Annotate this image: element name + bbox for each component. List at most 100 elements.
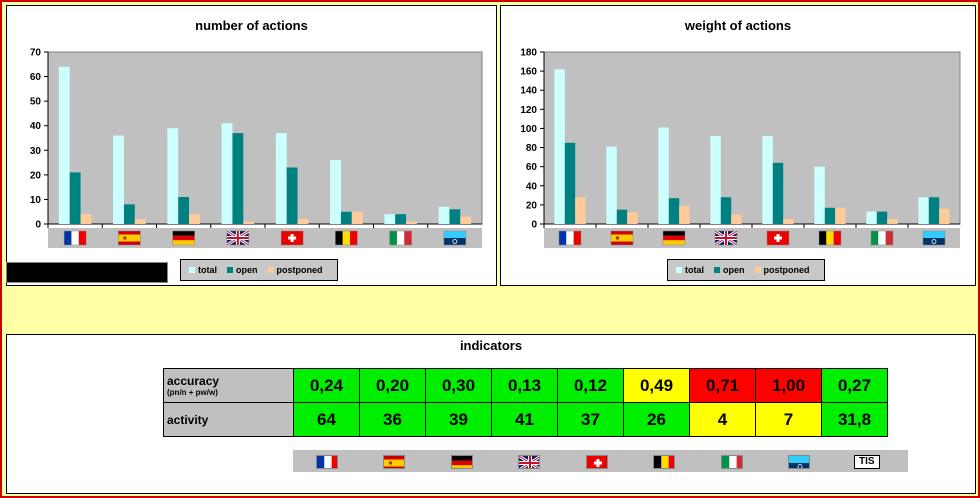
bar-postponed-7 xyxy=(939,208,950,224)
bar-total-3 xyxy=(710,136,721,224)
bar-postponed-4 xyxy=(783,219,794,224)
bar-open-1 xyxy=(123,204,135,224)
bar-open-6 xyxy=(876,211,888,224)
bar-postponed-6 xyxy=(406,221,417,224)
activity-value: 64 xyxy=(293,402,360,437)
eu-flag-icon xyxy=(443,230,467,246)
belgium-flag-icon xyxy=(335,230,358,246)
italy-flag-icon xyxy=(389,230,412,246)
activity-label-cell: activity xyxy=(163,402,294,437)
bar-total-1 xyxy=(606,146,617,224)
bar-open-6 xyxy=(395,214,407,224)
bar-total-5 xyxy=(814,166,825,224)
bar-postponed-3 xyxy=(243,221,255,224)
france-flag-icon xyxy=(315,455,338,469)
bar-open-5 xyxy=(340,211,352,224)
bar-postponed-1 xyxy=(134,219,146,224)
indicators-title: indicators xyxy=(459,338,523,353)
france-flag-icon xyxy=(558,230,582,246)
switzerland-flag-icon xyxy=(766,230,790,246)
number-of-actions-chart: 0 10 20 30 40 50 60 70 xyxy=(30,48,483,248)
accuracy-row: accuracy (pn/n + pw/w) 0,24 0,20 0,30 0,13 0,… xyxy=(163,368,888,403)
belgium-flag-icon xyxy=(653,455,676,469)
accuracy-value: 0,27 xyxy=(821,368,888,403)
bar-postponed-0 xyxy=(575,197,586,224)
uk-flag-icon xyxy=(714,229,738,247)
bar-total-2 xyxy=(658,127,669,224)
y-tick-label: 60 xyxy=(30,72,42,83)
y-tick-label: 40 xyxy=(526,181,538,192)
bar-total-6 xyxy=(866,211,877,224)
activity-value: 26 xyxy=(623,402,690,437)
y-tick-label: 20 xyxy=(526,200,538,211)
france-flag-icon xyxy=(63,230,87,246)
belgium-flag-icon xyxy=(818,230,842,246)
y-tick-label: 0 xyxy=(531,220,537,231)
bar-postponed-0 xyxy=(80,214,92,224)
y-tick-label: 140 xyxy=(520,86,537,97)
switzerland-flag-icon xyxy=(585,455,608,469)
chart-panel-number-of-actions: number of actions 0 10 20 30 40 50 60 70 total … xyxy=(6,5,497,286)
bar-total-7 xyxy=(918,197,929,224)
flag-strip xyxy=(544,228,960,248)
chart-legend: total open postponed xyxy=(180,259,338,281)
bar-total-4 xyxy=(762,136,773,224)
spain-flag-icon xyxy=(610,230,634,246)
bar-open-5 xyxy=(824,207,836,224)
bar-postponed-5 xyxy=(351,211,363,224)
eu-flag-icon xyxy=(788,455,811,469)
bar-total-5 xyxy=(330,160,341,224)
indicators-table: accuracy (pn/n + pw/w) 0,24 0,20 0,30 0,13 0,… xyxy=(163,368,888,437)
chart-legend: total open postponed xyxy=(667,259,825,281)
y-tick-label: 80 xyxy=(526,143,538,154)
chart-title: number of actions xyxy=(195,18,308,33)
chart-panel-weight-of-actions: weight of actions 0 20 40 60 80 100 120 140 160 1… xyxy=(500,5,976,286)
activity-value: 4 xyxy=(689,402,756,437)
bar-open-1 xyxy=(616,209,628,224)
accuracy-value: 0,30 xyxy=(425,368,492,403)
activity-value: 7 xyxy=(755,402,822,437)
legend-item-total: total xyxy=(189,265,217,275)
bar-open-2 xyxy=(178,196,190,224)
y-tick-label: 0 xyxy=(35,220,41,231)
bar-postponed-2 xyxy=(679,205,690,224)
bar-total-7 xyxy=(438,206,450,224)
tis-badge: TIS xyxy=(853,455,880,469)
bar-total-3 xyxy=(221,123,233,224)
chart-title: weight of actions xyxy=(684,18,792,33)
bar-postponed-7 xyxy=(460,216,472,224)
bar-open-0 xyxy=(564,142,576,224)
switzerland-flag-icon xyxy=(280,230,304,246)
activity-row: activity 64 36 39 41 37 26 4 7 31,8 xyxy=(163,402,888,437)
bar-open-7 xyxy=(449,209,461,224)
germany-flag-icon xyxy=(662,230,686,246)
bar-postponed-6 xyxy=(887,219,898,224)
y-tick-label: 50 xyxy=(30,97,42,108)
redacted-bar xyxy=(6,262,168,283)
spain-flag-icon xyxy=(118,230,141,246)
bar-postponed-1 xyxy=(627,212,638,224)
activity-value: 37 xyxy=(557,402,624,437)
bar-postponed-4 xyxy=(297,219,309,224)
y-tick-label: 70 xyxy=(30,48,42,59)
activity-value: 36 xyxy=(359,402,426,437)
accuracy-value: 0,49 xyxy=(623,368,690,403)
bar-open-3 xyxy=(720,197,732,224)
bar-open-4 xyxy=(772,162,784,224)
y-tick-label: 160 xyxy=(520,67,537,78)
accuracy-label-cell: accuracy (pn/n + pw/w) xyxy=(163,368,294,403)
activity-value: 41 xyxy=(491,402,558,437)
uk-flag-icon xyxy=(226,229,250,247)
bar-open-2 xyxy=(668,198,680,224)
legend-item-total: total xyxy=(676,265,704,275)
activity-value: 31,8 xyxy=(821,402,888,437)
germany-flag-icon xyxy=(172,230,195,246)
accuracy-value: 0,12 xyxy=(557,368,624,403)
accuracy-value: 0,24 xyxy=(293,368,360,403)
bar-total-6 xyxy=(384,214,396,224)
y-tick-label: 120 xyxy=(520,105,537,116)
bar-total-0 xyxy=(554,69,565,224)
bar-total-1 xyxy=(113,135,124,224)
bar-open-4 xyxy=(286,167,298,224)
bar-open-0 xyxy=(69,172,81,224)
